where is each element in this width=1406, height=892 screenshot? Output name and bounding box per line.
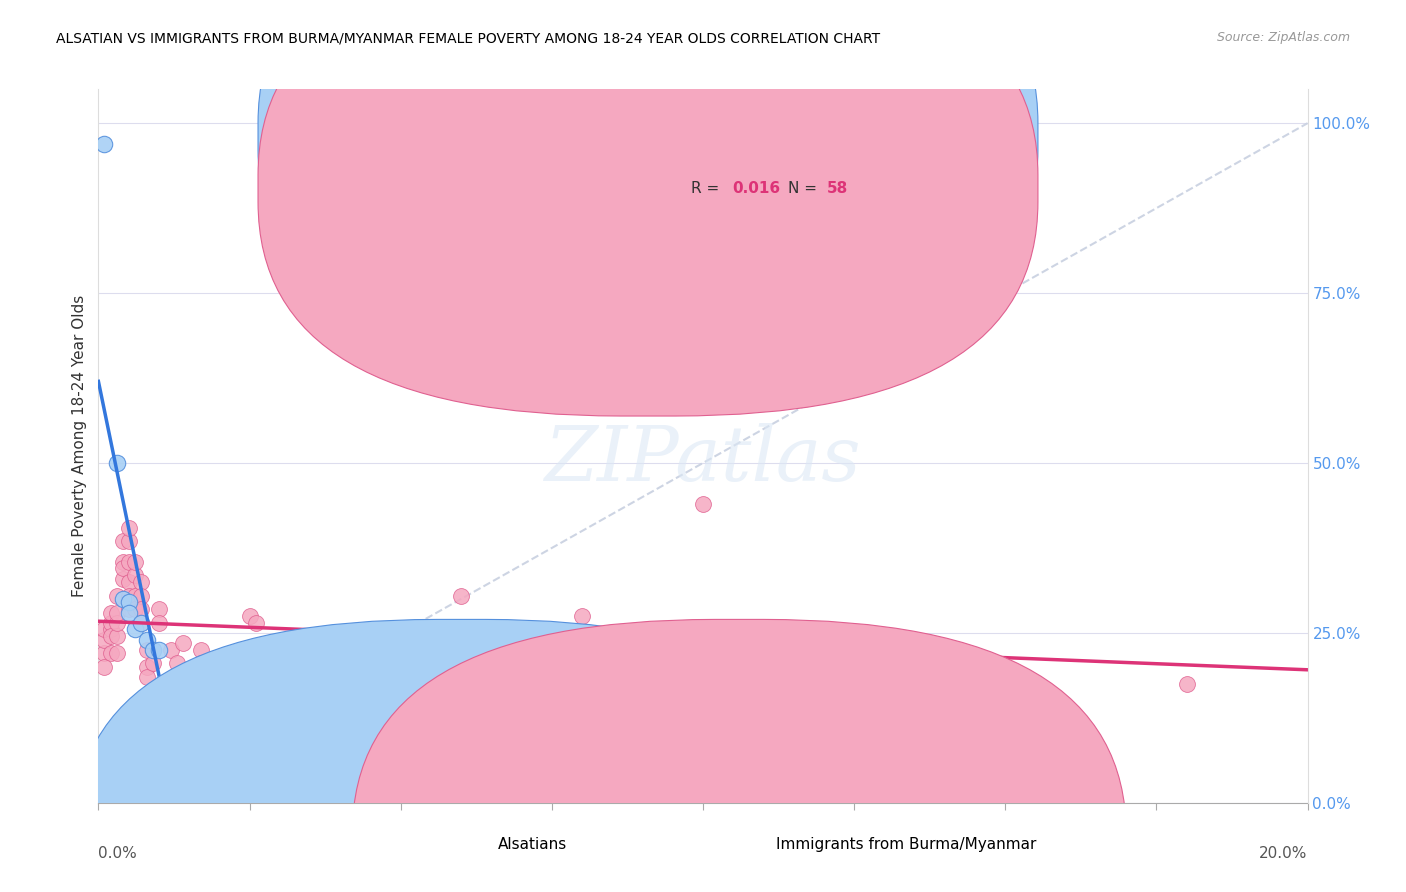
Point [129, 615, 152, 630]
Point [118, 555, 141, 569]
Point [105, 456, 128, 470]
Point [129, 589, 152, 603]
Text: Source: ZipAtlas.com: Source: ZipAtlas.com [1216, 31, 1350, 45]
Point [124, 589, 146, 603]
Text: 58: 58 [827, 181, 848, 196]
Point [184, 704, 207, 718]
Point [93, 646, 115, 660]
Point [124, 568, 146, 582]
Point [111, 534, 134, 549]
Point [172, 724, 194, 739]
Point [190, 657, 212, 671]
Point [166, 657, 188, 671]
Point [299, 677, 322, 691]
Point [105, 615, 128, 630]
Point [179, 741, 201, 756]
Point [245, 615, 267, 630]
Text: Alsatians: Alsatians [498, 838, 567, 853]
Point [135, 660, 157, 674]
Point [93, 623, 115, 637]
Point [93, 660, 115, 674]
Point [100, 623, 122, 637]
Point [142, 657, 165, 671]
Point [148, 615, 170, 630]
Point [269, 690, 291, 705]
Point [111, 591, 134, 606]
Point [148, 707, 170, 722]
Point [100, 606, 122, 620]
FancyBboxPatch shape [353, 619, 1126, 892]
Point [111, 572, 134, 586]
Point [129, 615, 152, 630]
Point [118, 602, 141, 616]
Text: R =: R = [690, 181, 724, 196]
Point [93, 632, 115, 647]
Point [118, 589, 141, 603]
FancyBboxPatch shape [259, 0, 1038, 416]
Y-axis label: Female Poverty Among 18-24 Year Olds: Female Poverty Among 18-24 Year Olds [72, 295, 87, 597]
Point [100, 615, 122, 630]
Text: 0.134: 0.134 [733, 128, 780, 144]
Text: N =: N = [787, 181, 821, 196]
Point [135, 670, 157, 684]
Text: N =: N = [787, 128, 821, 144]
Point [105, 606, 128, 620]
Text: ZIPatlas: ZIPatlas [544, 424, 862, 497]
Point [148, 602, 170, 616]
Point [571, 608, 593, 623]
Point [1175, 677, 1198, 691]
Point [118, 520, 141, 534]
Point [135, 643, 157, 657]
Point [239, 608, 262, 623]
Text: 0.016: 0.016 [733, 181, 780, 196]
Point [100, 646, 122, 660]
Point [118, 574, 141, 589]
Point [118, 595, 141, 609]
Text: 20.0%: 20.0% [1260, 846, 1308, 861]
Point [179, 690, 201, 705]
Point [190, 657, 212, 671]
FancyBboxPatch shape [75, 619, 848, 892]
Point [111, 561, 134, 575]
Point [692, 497, 714, 511]
Point [160, 643, 183, 657]
Point [100, 629, 122, 643]
Point [190, 643, 212, 657]
Point [208, 711, 231, 725]
Point [93, 136, 115, 151]
Point [124, 623, 146, 637]
Point [105, 589, 128, 603]
Text: 0.0%: 0.0% [98, 846, 138, 861]
Point [994, 677, 1017, 691]
FancyBboxPatch shape [606, 111, 969, 211]
Point [124, 602, 146, 616]
FancyBboxPatch shape [259, 0, 1038, 364]
Text: ALSATIAN VS IMMIGRANTS FROM BURMA/MYANMAR FEMALE POVERTY AMONG 18-24 YEAR OLDS C: ALSATIAN VS IMMIGRANTS FROM BURMA/MYANMA… [56, 31, 880, 45]
Text: Immigrants from Burma/Myanmar: Immigrants from Burma/Myanmar [776, 838, 1036, 853]
Point [118, 534, 141, 549]
Point [129, 602, 152, 616]
Point [450, 589, 472, 603]
Point [142, 643, 165, 657]
Point [329, 698, 352, 712]
Point [105, 646, 128, 660]
Point [172, 636, 194, 650]
Point [118, 606, 141, 620]
Point [111, 555, 134, 569]
Point [142, 643, 165, 657]
Point [135, 632, 157, 647]
Point [148, 643, 170, 657]
Point [129, 574, 152, 589]
Text: R =: R = [690, 128, 724, 144]
Point [124, 555, 146, 569]
Text: 13: 13 [827, 128, 848, 144]
Point [105, 629, 128, 643]
